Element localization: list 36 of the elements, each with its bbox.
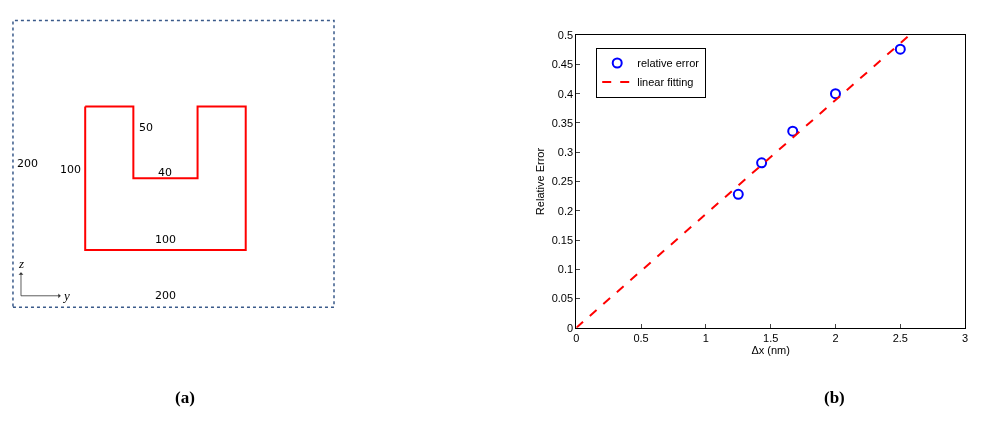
x-tick-label: 1.5	[763, 332, 779, 345]
text: (b)	[824, 388, 845, 407]
x-tick-label: 2	[832, 332, 839, 345]
point	[787, 125, 799, 137]
point	[732, 188, 744, 200]
text: z	[18, 256, 25, 271]
legend-label: linear fitting	[637, 76, 694, 89]
text: 50	[139, 121, 153, 134]
y-tick-label: 0.5	[557, 29, 574, 42]
y-tick-label: 0.2	[557, 204, 574, 217]
y-tick-label: 0.3	[557, 146, 574, 159]
legend-label: relative error	[637, 57, 700, 70]
x-axis-title: Δx (nm)	[751, 344, 790, 357]
text: 100	[60, 163, 81, 176]
text: y	[62, 288, 70, 303]
text: 100	[155, 233, 176, 246]
y-tick-label: 0.05	[551, 292, 574, 305]
y-tick-label: 0	[566, 321, 574, 334]
x-tick-label: 2.5	[892, 332, 908, 345]
y-tick-label: 0.1	[557, 263, 574, 276]
y-tick-label: 0.35	[551, 116, 574, 129]
point	[894, 43, 906, 55]
text: 200	[17, 157, 38, 170]
text: 40	[158, 166, 172, 179]
y-tick-label: 0.4	[557, 87, 574, 100]
text: (a)	[175, 388, 195, 407]
point	[756, 157, 768, 169]
point	[830, 88, 841, 100]
y-axis-title: Relative Error	[534, 147, 547, 216]
text: 200	[155, 289, 176, 302]
x-tick-label: 3	[962, 332, 969, 345]
x-tick-label: 1	[702, 332, 709, 345]
y-tick-label: 0.25	[551, 175, 574, 188]
y-tick-label: 0.15	[551, 233, 574, 246]
y-tick-label: 0.45	[551, 58, 574, 71]
x-tick-label: 0.5	[633, 332, 649, 345]
